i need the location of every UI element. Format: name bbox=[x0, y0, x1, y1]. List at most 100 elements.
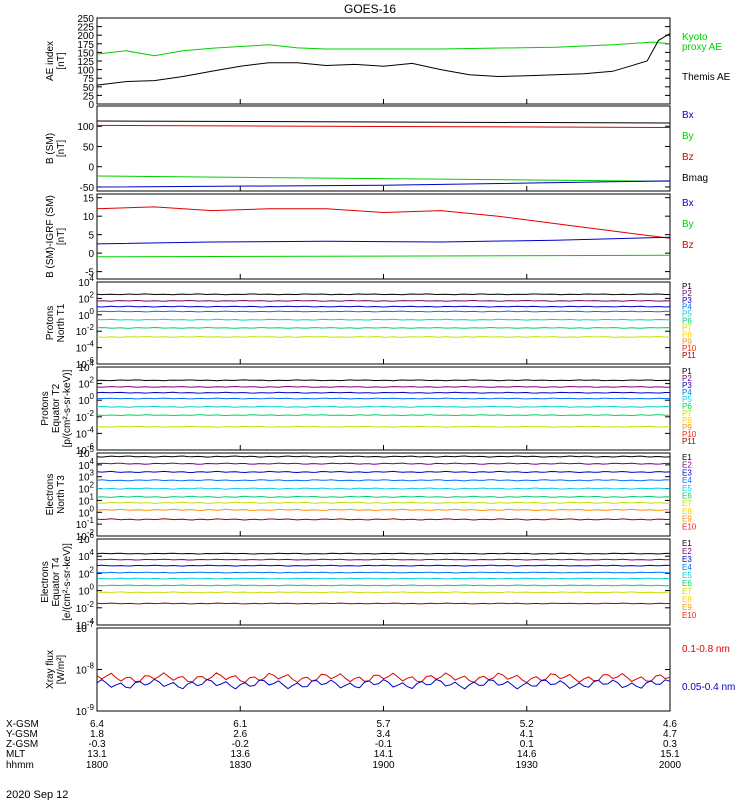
panel-frame bbox=[96, 193, 671, 280]
panel-8: Xray flux [W/m²]10-710-810-90.1-0.8 nm0.0… bbox=[45, 620, 735, 718]
legend-entry: P8 bbox=[682, 416, 692, 425]
series-line-By bbox=[96, 175, 671, 182]
axis-row-label: Z-GSM bbox=[6, 739, 38, 750]
axis-row-value: 1900 bbox=[372, 760, 395, 771]
series-line-E5 bbox=[96, 487, 670, 490]
legend-entry: P5 bbox=[682, 310, 692, 319]
legend-entry: P7 bbox=[682, 409, 692, 418]
axis-row-value: -0.1 bbox=[375, 739, 393, 750]
axis-row-value: 6.4 bbox=[90, 719, 104, 730]
series-line-P4 bbox=[96, 310, 670, 313]
y-tick-label: 10-4 bbox=[76, 340, 95, 355]
panel-6: Electrons North T310510410310210110010-11… bbox=[45, 445, 697, 543]
y-axis-label: AE index bbox=[45, 41, 56, 81]
panel-frame bbox=[96, 366, 671, 451]
y-tick-label: -5 bbox=[85, 268, 94, 279]
y-axis-label: [p/(cm²-s-sr-keV)] bbox=[62, 369, 73, 447]
axis-row-value: 15.1 bbox=[660, 749, 680, 760]
legend-entry: E1 bbox=[682, 539, 692, 548]
legend-entry: E5 bbox=[682, 484, 692, 493]
series-line-Bx bbox=[96, 236, 671, 245]
series-line-0.1-0.8 nm bbox=[96, 672, 671, 684]
legend-entry: Bz bbox=[682, 240, 694, 251]
y-tick-label: 10-2 bbox=[76, 600, 95, 615]
legend-entry: P9 bbox=[682, 423, 692, 432]
legend-entry: P1 bbox=[682, 367, 692, 376]
series-line-E9 bbox=[96, 602, 671, 605]
y-tick-label: 10-8 bbox=[76, 662, 95, 677]
axis-row-value: 13.6 bbox=[231, 749, 251, 760]
axis-row-value: 1930 bbox=[516, 760, 539, 771]
y-tick-label: 100 bbox=[77, 66, 94, 77]
y-tick-label: 10-4 bbox=[76, 425, 95, 440]
series-line-P8 bbox=[96, 336, 670, 338]
axis-row-label: hhmm bbox=[6, 760, 34, 771]
y-tick-label: 10 bbox=[83, 212, 95, 223]
panel-frame bbox=[96, 452, 671, 537]
y-axis-label: [e/(cm²-s-sr-keV)] bbox=[62, 543, 73, 621]
series-line-E4 bbox=[96, 571, 670, 574]
legend-entry: P11 bbox=[682, 351, 696, 360]
legend-entry: P10 bbox=[682, 344, 697, 353]
axis-row-value: 1.8 bbox=[90, 729, 104, 740]
legend-entry: P3 bbox=[682, 381, 692, 390]
axis-row-value: 4.1 bbox=[520, 729, 534, 740]
series-line-P2 bbox=[96, 299, 671, 302]
y-tick-label: 0 bbox=[88, 100, 94, 111]
y-tick-label: 25 bbox=[83, 91, 95, 102]
series-line-By bbox=[96, 254, 671, 258]
axis-row-value: 13.1 bbox=[87, 749, 107, 760]
legend-entry: 0.05-0.4 nm bbox=[682, 682, 735, 693]
series-line-Bx bbox=[96, 180, 671, 188]
series-line-P5 bbox=[96, 318, 671, 321]
y-axis-label: Protons bbox=[40, 391, 51, 425]
y-tick-label: 0 bbox=[88, 249, 94, 260]
axis-row-value: 5.2 bbox=[520, 719, 534, 730]
axis-row-value: 4.6 bbox=[663, 719, 677, 730]
y-tick-label: 104 bbox=[78, 548, 94, 563]
legend-entry: P9 bbox=[682, 337, 692, 346]
legend-entry: E3 bbox=[682, 555, 692, 564]
axis-row-label: MLT bbox=[6, 749, 25, 760]
axis-row-value: 5.7 bbox=[377, 719, 391, 730]
y-axis-label: North T3 bbox=[56, 475, 67, 514]
panel-1: AE index [nT] 0255075100125150175200225250… bbox=[45, 14, 731, 111]
series-line-0.05-0.4 nm bbox=[96, 678, 671, 690]
legend-entry: P11 bbox=[682, 437, 696, 446]
legend-entry: E7 bbox=[682, 587, 692, 596]
legend-entry: 0.1-0.8 nm bbox=[682, 644, 730, 655]
panel-2: B (SM) [nT] -50 0 50 100 Bx By Bz Bmag bbox=[45, 105, 708, 194]
axis-row-value: 6.1 bbox=[233, 719, 247, 730]
legend-entry: P8 bbox=[682, 330, 692, 339]
series-line-E2 bbox=[96, 462, 670, 465]
y-tick-label: 100 bbox=[78, 583, 94, 598]
legend-entry: E1 bbox=[682, 453, 692, 462]
series-line-Bmag bbox=[96, 120, 671, 124]
y-tick-label: 102 bbox=[78, 376, 94, 391]
legend-entry: E4 bbox=[682, 563, 692, 572]
legend-entry: Themis AE bbox=[682, 72, 731, 83]
y-tick-label: 102 bbox=[78, 565, 94, 580]
y-axis-label: Electrons bbox=[45, 474, 56, 516]
legend-entry: Bx bbox=[682, 110, 694, 121]
panel-frame bbox=[96, 627, 671, 712]
panel-frame bbox=[96, 17, 671, 105]
series-line-E5 bbox=[96, 577, 671, 580]
series-line-E3 bbox=[96, 564, 671, 567]
legend-entry: P5 bbox=[682, 395, 692, 404]
y-axis-label: Protons bbox=[45, 306, 56, 340]
axis-row-label: Y-GSM bbox=[6, 729, 38, 740]
series-line-Bz bbox=[96, 124, 671, 128]
legend-entry: E9 bbox=[682, 603, 692, 612]
y-axis-label: North T1 bbox=[56, 303, 67, 342]
legend-entry: P2 bbox=[682, 289, 692, 298]
axis-row-value: 0.3 bbox=[663, 739, 677, 750]
time-axis-table: 2020 Sep 12 X-GSM 6.4 6.1 5.7 5.2 4.6 Y-GSM 1.8… bbox=[6, 719, 682, 800]
legend-entry: Bmag bbox=[682, 173, 708, 184]
legend-entry: E8 bbox=[682, 595, 692, 604]
axis-row-label: X-GSM bbox=[6, 719, 39, 730]
legend-entry: P10 bbox=[682, 430, 697, 439]
y-axis-label: B (SM)-IGRF (SM) bbox=[45, 195, 56, 278]
legend-entry: P1 bbox=[682, 282, 692, 291]
